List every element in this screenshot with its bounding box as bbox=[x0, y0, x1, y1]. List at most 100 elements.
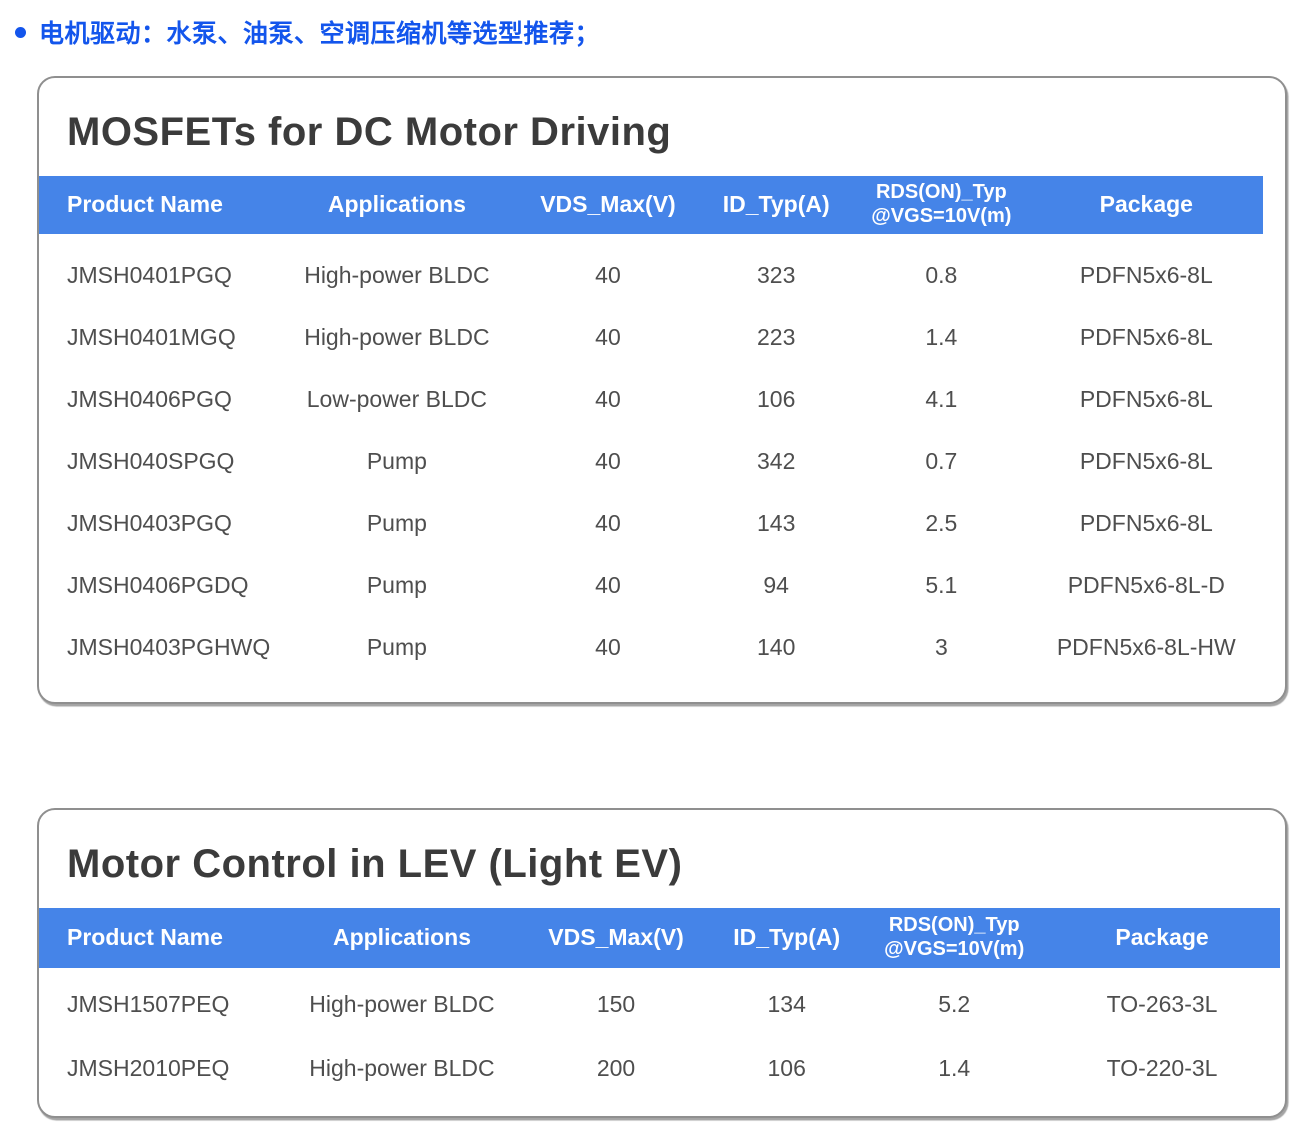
column-header-line: Package bbox=[1115, 924, 1209, 951]
cell-applications: Low-power BLDC bbox=[306, 385, 488, 412]
cell-vds-max: 40 bbox=[595, 571, 621, 598]
column-header-line: RDS(ON)_Typ bbox=[888, 914, 1020, 937]
table-row: JMSH0403PGQ Pump 40 143 2.5 PDFN5x6-8L bbox=[39, 492, 1263, 554]
card-title: MOSFETs for DC Motor Driving bbox=[67, 110, 672, 154]
product-table: Product Name Applications VDS_Max(V) ID_Typ… bbox=[39, 176, 1263, 702]
cell-rds-on: 1.4 bbox=[925, 323, 958, 350]
cell-product-name: JMSH0401PGQ bbox=[67, 261, 232, 288]
cell-applications: High-power BLDC bbox=[304, 323, 490, 350]
cell-vds-max: 40 bbox=[595, 633, 621, 660]
column-header-line: Applications bbox=[332, 924, 471, 951]
column-header-id-typ: ID_Typ(A) bbox=[709, 924, 864, 952]
column-header-line: @VGS=10V(m) bbox=[884, 938, 1025, 960]
cell-rds-on: 0.8 bbox=[925, 261, 958, 288]
cell-id-typ: 134 bbox=[767, 990, 806, 1017]
cell-product-name: JMSH2010PEQ bbox=[67, 1054, 230, 1081]
cell-package: PDFN5x6-8L bbox=[1079, 509, 1213, 536]
cell-package: TO-220-3L bbox=[1106, 1054, 1218, 1081]
cell-product-name: JMSH0406PGDQ bbox=[67, 571, 249, 598]
table-body: JMSH0401PGQ High-power BLDC 40 323 0.8 PDFN5x… bbox=[39, 234, 1263, 702]
cell-vds-max: 40 bbox=[595, 261, 621, 288]
cell-id-typ: 223 bbox=[757, 323, 796, 350]
column-header-line: ID_Typ(A) bbox=[733, 924, 841, 951]
column-header-applications: Applications bbox=[278, 191, 517, 219]
table-row: JMSH1507PEQ High-power BLDC 150 134 5.2 TO-26… bbox=[39, 972, 1280, 1036]
cell-product-name: JMSH040SPGQ bbox=[67, 447, 235, 474]
column-header-package: Package bbox=[1030, 191, 1262, 219]
column-header-line: RDS(ON)_Typ bbox=[875, 181, 1007, 204]
table-row: JMSH0403PGHWQ Pump 40 140 3 PDFN5x6-8L-HW bbox=[39, 616, 1263, 678]
cell-rds-on: 4.1 bbox=[925, 385, 958, 412]
cell-vds-max: 150 bbox=[596, 990, 636, 1017]
bullet-icon bbox=[15, 26, 26, 38]
column-header-rds-on: RDS(ON)_Typ @VGS=10V(m) bbox=[864, 914, 1044, 961]
column-header-line: ID_Typ(A) bbox=[722, 191, 830, 218]
cell-vds-max: 200 bbox=[596, 1054, 636, 1081]
column-header-line: Product Name bbox=[67, 191, 223, 218]
cell-id-typ: 106 bbox=[767, 1054, 806, 1081]
motor-control-lev-card: Motor Control in LEV (Light EV) Product … bbox=[37, 808, 1287, 1118]
table-body: JMSH1507PEQ High-power BLDC 150 134 5.2 TO-26… bbox=[39, 968, 1280, 1116]
table-row: JMSH2010PEQ High-power BLDC 200 106 1.4 TO-22… bbox=[39, 1036, 1280, 1100]
table-row: JMSH0406PGDQ Pump 40 94 5.1 PDFN5x6-8L-D bbox=[39, 554, 1263, 616]
cell-applications: Pump bbox=[366, 571, 427, 598]
cell-package: PDFN5x6-8L bbox=[1079, 323, 1213, 350]
column-header-line: Package bbox=[1099, 191, 1193, 218]
cell-rds-on: 5.1 bbox=[925, 571, 958, 598]
bullet-heading-row: 电机驱动：水泵、油泵、空调压缩机等选型推荐； bbox=[0, 0, 1300, 50]
cell-vds-max: 40 bbox=[595, 447, 621, 474]
column-header-applications: Applications bbox=[281, 924, 523, 952]
column-header-vds-max: VDS_Max(V) bbox=[516, 191, 700, 219]
cell-id-typ: 342 bbox=[757, 447, 796, 474]
cell-rds-on: 2.5 bbox=[925, 509, 958, 536]
cell-package: PDFN5x6-8L-HW bbox=[1056, 633, 1236, 660]
column-header-line: @VGS=10V(m) bbox=[871, 205, 1012, 227]
cell-product-name: JMSH0403PGQ bbox=[67, 509, 232, 536]
table-row: JMSH0406PGQ Low-power BLDC 40 106 4.1 PDFN5x6… bbox=[39, 368, 1263, 430]
cell-vds-max: 40 bbox=[595, 385, 621, 412]
cell-applications: High-power BLDC bbox=[309, 1054, 495, 1081]
column-header-product-name: Product Name bbox=[39, 191, 278, 219]
cell-vds-max: 40 bbox=[595, 509, 621, 536]
column-header-product-name: Product Name bbox=[39, 924, 281, 952]
column-header-line: VDS_Max(V) bbox=[540, 191, 676, 218]
cell-id-typ: 94 bbox=[763, 571, 789, 598]
cell-vds-max: 40 bbox=[595, 323, 621, 350]
column-header-id-typ: ID_Typ(A) bbox=[700, 191, 853, 219]
column-header-package: Package bbox=[1044, 924, 1280, 952]
cell-package: PDFN5x6-8L bbox=[1079, 385, 1213, 412]
cell-rds-on: 5.2 bbox=[938, 990, 971, 1017]
cell-rds-on: 3 bbox=[934, 633, 948, 660]
table-header-row: Product Name Applications VDS_Max(V) ID_Typ… bbox=[39, 908, 1281, 968]
cell-rds-on: 1.4 bbox=[938, 1054, 971, 1081]
cell-package: TO-263-3L bbox=[1106, 990, 1218, 1017]
table-row: JMSH0401PGQ High-power BLDC 40 323 0.8 PDFN5x… bbox=[39, 244, 1263, 306]
cell-product-name: JMSH1507PEQ bbox=[67, 990, 230, 1017]
cell-product-name: JMSH0401MGQ bbox=[67, 323, 236, 350]
column-header-rds-on: RDS(ON)_Typ @VGS=10V(m) bbox=[853, 181, 1030, 228]
cell-package: PDFN5x6-8L bbox=[1079, 261, 1213, 288]
cell-applications: High-power BLDC bbox=[309, 990, 495, 1017]
cell-id-typ: 140 bbox=[757, 633, 796, 660]
column-header-line: VDS_Max(V) bbox=[548, 924, 684, 951]
product-table: Product Name Applications VDS_Max(V) ID_Typ… bbox=[39, 908, 1281, 1116]
table-row: JMSH040SPGQ Pump 40 342 0.7 PDFN5x6-8L bbox=[39, 430, 1263, 492]
cell-product-name: JMSH0403PGHWQ bbox=[67, 633, 271, 660]
cell-applications: Pump bbox=[366, 509, 427, 536]
mosfet-dc-motor-card: MOSFETs for DC Motor Driving Product Nam… bbox=[37, 76, 1287, 704]
cell-applications: Pump bbox=[366, 633, 427, 660]
cell-applications: Pump bbox=[366, 447, 427, 474]
cell-applications: High-power BLDC bbox=[304, 261, 490, 288]
cell-product-name: JMSH0406PGQ bbox=[67, 385, 232, 412]
card-title: Motor Control in LEV (Light EV) bbox=[67, 842, 683, 886]
column-header-vds-max: VDS_Max(V) bbox=[523, 924, 709, 952]
cell-id-typ: 106 bbox=[757, 385, 796, 412]
cell-id-typ: 143 bbox=[757, 509, 796, 536]
table-row: JMSH0401MGQ High-power BLDC 40 223 1.4 PDFN5x… bbox=[39, 306, 1263, 368]
cell-package: PDFN5x6-8L bbox=[1079, 447, 1213, 474]
column-header-line: Applications bbox=[327, 191, 466, 218]
cell-rds-on: 0.7 bbox=[925, 447, 958, 474]
column-header-line: Product Name bbox=[67, 924, 223, 951]
cell-package: PDFN5x6-8L-D bbox=[1067, 571, 1225, 598]
page-heading: 电机驱动：水泵、油泵、空调压缩机等选型推荐； bbox=[39, 20, 601, 48]
